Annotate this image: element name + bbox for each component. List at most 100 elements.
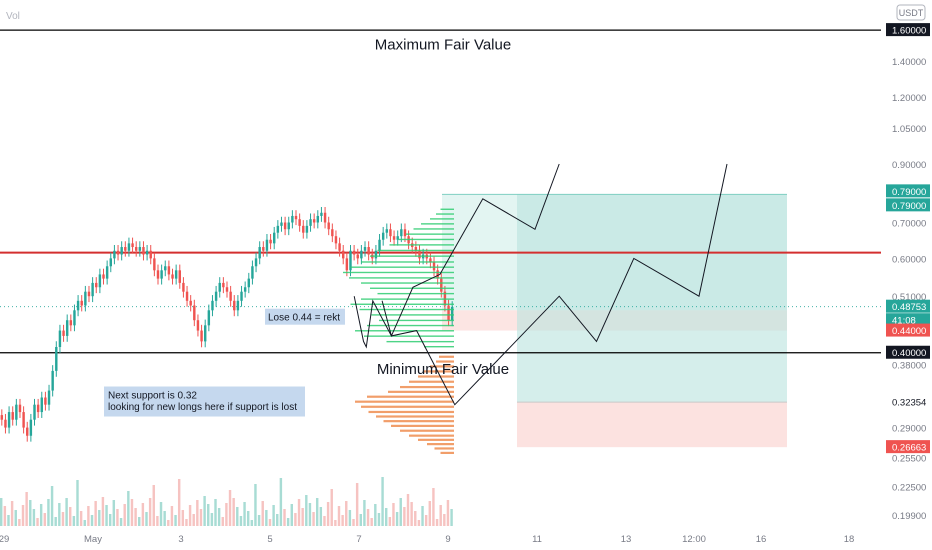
candle[interactable] (22, 412, 25, 428)
candle[interactable] (429, 258, 432, 263)
candle[interactable] (91, 282, 94, 297)
price-label[interactable]: 0.79000 (886, 184, 930, 198)
long-position-2-stop-zone[interactable] (517, 402, 787, 448)
annotation-rekt[interactable]: Lose 0.44 = rekt (265, 308, 345, 325)
candle[interactable] (116, 250, 120, 255)
candle[interactable] (0, 415, 4, 420)
candle[interactable] (396, 236, 399, 240)
candle[interactable] (51, 370, 54, 391)
candle[interactable] (294, 215, 298, 220)
candle[interactable] (273, 232, 276, 244)
candle[interactable] (320, 212, 323, 216)
candle[interactable] (105, 266, 109, 279)
candle[interactable] (124, 247, 127, 251)
candle[interactable] (374, 250, 378, 259)
candle[interactable] (142, 247, 145, 255)
candle[interactable] (149, 250, 152, 259)
candle[interactable] (7, 412, 11, 428)
candle[interactable] (298, 219, 301, 226)
candle[interactable] (262, 247, 265, 251)
candle[interactable] (305, 225, 309, 233)
price-label[interactable]: 0.79000 (886, 198, 930, 212)
candle[interactable] (283, 222, 287, 230)
candle[interactable] (381, 232, 385, 240)
candle[interactable] (342, 250, 345, 259)
candle[interactable] (153, 258, 156, 271)
candle[interactable] (80, 300, 83, 306)
candle[interactable] (203, 325, 207, 342)
projection-path-2[interactable] (381, 163, 728, 406)
candle[interactable] (291, 215, 294, 223)
candle[interactable] (236, 300, 240, 311)
price-label[interactable]: 0.40000 (886, 345, 930, 360)
candle[interactable] (84, 291, 87, 306)
candle[interactable] (400, 229, 403, 237)
candle[interactable] (436, 270, 439, 279)
candle[interactable] (229, 291, 232, 301)
candle[interactable] (55, 346, 58, 371)
candle[interactable] (95, 282, 98, 288)
candle[interactable] (131, 243, 134, 248)
candle[interactable] (178, 270, 181, 283)
candle[interactable] (389, 229, 392, 237)
candle[interactable] (414, 247, 418, 251)
candle[interactable] (243, 287, 247, 292)
candle[interactable] (403, 229, 407, 237)
candle[interactable] (240, 291, 243, 301)
candle[interactable] (323, 212, 327, 223)
candle[interactable] (276, 225, 280, 233)
candle[interactable] (134, 247, 138, 251)
candle[interactable] (392, 236, 396, 240)
price-label[interactable]: 0.26663 (886, 440, 930, 454)
candle[interactable] (185, 291, 189, 301)
candle[interactable] (76, 300, 80, 311)
candle[interactable] (138, 247, 142, 251)
candle[interactable] (102, 274, 105, 279)
candle[interactable] (29, 419, 33, 436)
candle[interactable] (280, 222, 283, 226)
candle[interactable] (349, 250, 352, 271)
candle[interactable] (73, 310, 76, 326)
candle[interactable] (287, 222, 290, 230)
candle[interactable] (447, 305, 450, 321)
candle[interactable] (62, 330, 65, 336)
candle[interactable] (367, 247, 370, 255)
candle[interactable] (87, 291, 91, 297)
candle[interactable] (98, 274, 102, 288)
candle[interactable] (254, 258, 258, 267)
candle[interactable] (378, 239, 381, 251)
candle[interactable] (36, 404, 40, 413)
candle[interactable] (171, 274, 174, 279)
candle[interactable] (218, 282, 221, 292)
price-label[interactable]: 1.60000 (886, 23, 930, 37)
candle[interactable] (360, 250, 363, 259)
candle[interactable] (40, 397, 43, 413)
price-label[interactable]: 0.48753 (886, 299, 930, 314)
candle[interactable] (109, 258, 112, 267)
candle[interactable] (258, 247, 261, 259)
candle[interactable] (338, 243, 341, 251)
candle[interactable] (127, 243, 131, 251)
candle[interactable] (26, 427, 29, 436)
price-label[interactable]: 0.32354 (892, 398, 926, 409)
candle[interactable] (193, 305, 196, 321)
candle[interactable] (363, 247, 367, 251)
candle[interactable] (418, 250, 421, 259)
candle[interactable] (356, 254, 359, 259)
candle[interactable] (196, 320, 200, 331)
projection-path-1[interactable] (353, 163, 560, 349)
candle[interactable] (302, 225, 305, 233)
candle[interactable] (44, 397, 47, 405)
candle[interactable] (233, 300, 236, 311)
candle[interactable] (450, 306, 454, 321)
candle[interactable] (160, 270, 163, 279)
long-position-2-target-zone[interactable] (517, 194, 787, 403)
candle[interactable] (352, 250, 356, 255)
candle[interactable] (167, 266, 171, 275)
candle[interactable] (211, 300, 214, 311)
candle[interactable] (327, 222, 330, 230)
candle[interactable] (4, 419, 7, 428)
candle[interactable] (18, 404, 22, 413)
candle[interactable] (385, 229, 389, 233)
